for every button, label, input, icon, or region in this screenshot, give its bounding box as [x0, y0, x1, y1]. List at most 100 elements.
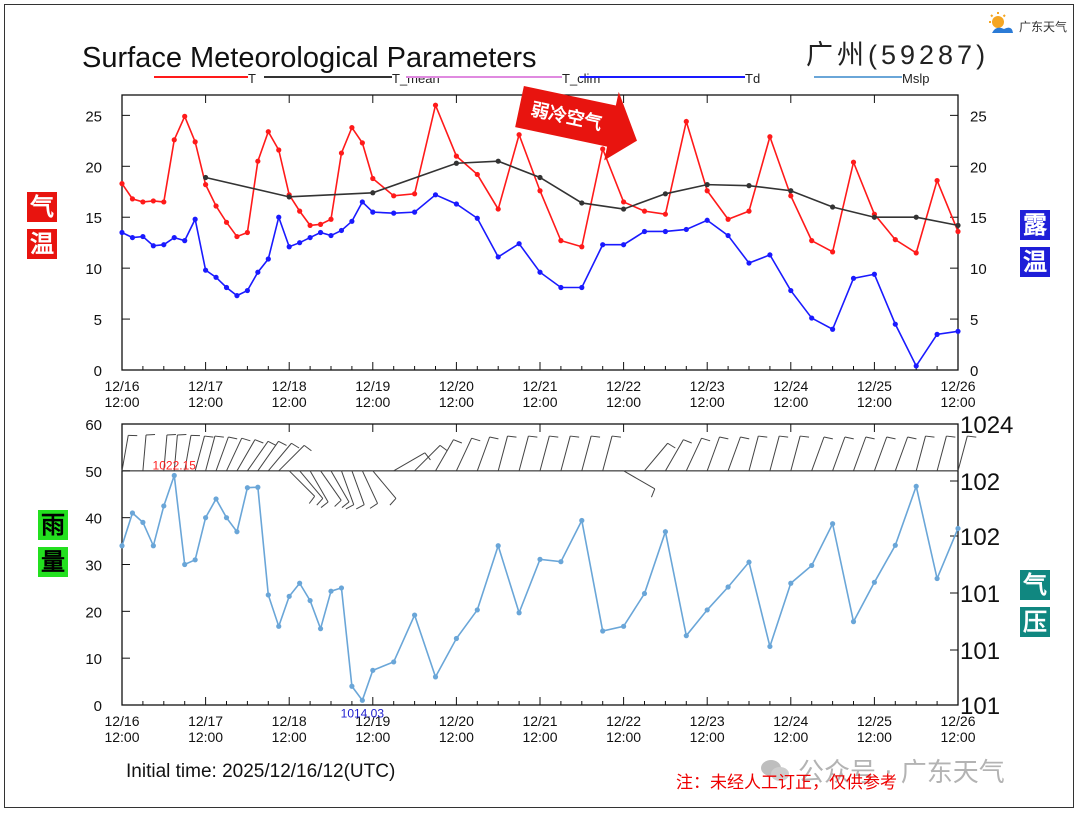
wind-barb-flag	[489, 436, 499, 440]
wind-barb	[915, 435, 927, 471]
point-T	[516, 132, 522, 138]
point-T	[850, 159, 857, 165]
point-T	[704, 188, 710, 194]
point-T_mean	[286, 194, 292, 200]
point-Mslp	[641, 590, 648, 597]
wind-barb	[706, 436, 720, 472]
y-tick-label: 20	[85, 159, 102, 176]
point-T	[913, 250, 919, 256]
x-tick-label: 12:00	[104, 729, 139, 745]
point-Mslp	[192, 557, 198, 563]
point-T	[328, 216, 334, 222]
point-Mslp	[892, 542, 898, 548]
wind-barb	[361, 470, 379, 504]
x-tick-label: 12:00	[272, 394, 307, 410]
point-Td	[391, 210, 397, 216]
point-T	[412, 191, 418, 197]
point-Td	[234, 293, 240, 299]
point-Td	[850, 275, 857, 281]
wind-barb	[320, 470, 342, 501]
y-tick-label: 15	[85, 210, 102, 227]
point-Mslp	[223, 515, 230, 521]
point-Td	[725, 232, 731, 239]
point-Td	[203, 267, 209, 273]
point-Td	[307, 234, 313, 241]
y-tick-label: 5	[94, 312, 102, 329]
point-Td	[830, 326, 836, 332]
point-Td	[892, 321, 898, 327]
series-line-Td	[121, 193, 959, 368]
pres-label-2: 压	[1020, 607, 1050, 637]
point-Td	[871, 271, 878, 277]
wind-barb-flag	[719, 436, 729, 440]
wind-barb	[278, 445, 305, 472]
wind-barb-flag	[424, 452, 431, 461]
wind-barb	[497, 435, 509, 471]
point-T	[453, 153, 459, 159]
wind-barb	[393, 452, 426, 472]
wind-barb-flag	[356, 504, 365, 510]
y-tick-label: 50	[85, 464, 102, 481]
point-T	[391, 193, 397, 199]
point-Td	[370, 209, 376, 215]
watermark-text: 公众号 · 广东天气	[798, 758, 1005, 788]
point-T	[432, 102, 439, 108]
wind-barb	[957, 435, 968, 471]
point-Mslp	[850, 619, 857, 625]
point-Td	[276, 214, 282, 220]
point-T	[537, 188, 543, 194]
wind-barb-flag	[369, 503, 378, 509]
y-tick-label-right: 101	[960, 638, 1000, 665]
point-Mslp	[307, 597, 313, 604]
point-Mslp	[255, 484, 261, 490]
point-T	[140, 199, 146, 205]
point-T	[934, 177, 940, 184]
x-tick-label: 12/22	[606, 378, 641, 394]
point-Mslp	[286, 593, 292, 599]
point-Mslp	[276, 623, 282, 629]
wind-barb	[194, 435, 205, 471]
temp-label-2: 温	[27, 229, 57, 259]
wind-barb-flag	[345, 504, 354, 510]
point-Td	[662, 228, 669, 235]
dew-label-2: 温	[1020, 247, 1050, 277]
x-tick-label: 12:00	[522, 729, 557, 745]
wind-barb	[257, 441, 279, 472]
x-tick-label: 12:00	[857, 394, 892, 410]
x-tick-label: 12:00	[188, 729, 223, 745]
point-T_mean	[453, 160, 459, 166]
wind-barb-flag	[611, 435, 622, 438]
legend-label-Mslp: Mslp	[902, 71, 929, 86]
point-Mslp	[871, 579, 878, 585]
point-Mslp	[359, 697, 365, 703]
point-Td	[746, 260, 752, 266]
wind-barb-flag	[925, 435, 935, 438]
point-T	[307, 222, 313, 228]
wind-barb	[173, 434, 178, 471]
y-tick-label-right: 15	[970, 210, 987, 227]
point-T	[830, 249, 836, 255]
wind-barb	[832, 436, 846, 472]
wind-barb-flag	[740, 436, 750, 440]
point-Td	[558, 284, 564, 291]
point-Mslp	[830, 521, 836, 527]
point-Td	[955, 328, 961, 334]
point-T_mean	[495, 158, 501, 164]
wind-barb	[811, 436, 825, 472]
wind-barb-flag	[886, 436, 896, 440]
y-tick-label: 0	[94, 698, 102, 715]
wind-barb	[351, 470, 365, 505]
x-tick-label: 12/22	[606, 713, 641, 729]
point-Mslp	[600, 628, 606, 634]
wind-barb	[894, 436, 909, 472]
point-T	[474, 171, 480, 178]
wind-barb-flag	[823, 436, 833, 440]
wind-barb-flag	[320, 501, 329, 508]
point-Td	[265, 256, 271, 262]
point-Mslp	[412, 612, 418, 618]
point-T	[171, 137, 177, 143]
wind-barb	[215, 436, 229, 472]
wind-barb	[267, 442, 292, 472]
x-tick-label: 12:00	[940, 729, 975, 745]
wind-barb-flag	[308, 495, 316, 504]
